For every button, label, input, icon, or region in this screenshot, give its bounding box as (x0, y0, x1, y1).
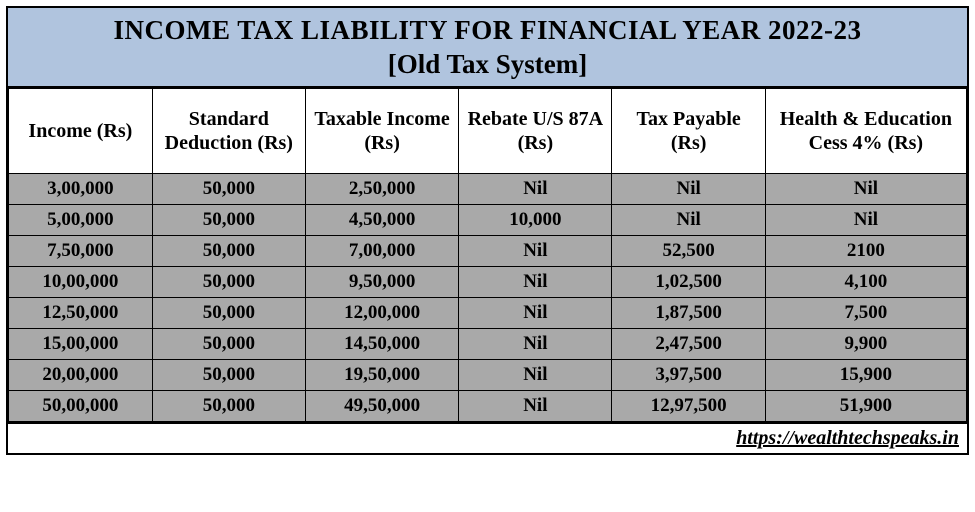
table-cell: 2100 (765, 235, 966, 266)
table-cell: 50,000 (152, 173, 305, 204)
table-cell: 50,000 (152, 266, 305, 297)
table-cell: 52,500 (612, 235, 765, 266)
table-cell: 9,50,000 (305, 266, 458, 297)
table-cell: Nil (459, 235, 612, 266)
table-row: 3,00,00050,0002,50,000NilNilNil (9, 173, 967, 204)
column-header: Health & Education Cess 4% (Rs) (765, 88, 966, 173)
table-cell: 10,000 (459, 204, 612, 235)
table-cell: 1,02,500 (612, 266, 765, 297)
table-cell: 50,000 (152, 390, 305, 421)
table-cell: 50,00,000 (9, 390, 153, 421)
table-cell: 7,500 (765, 297, 966, 328)
table-cell: Nil (459, 266, 612, 297)
tax-table-container: INCOME TAX LIABILITY FOR FINANCIAL YEAR … (6, 6, 969, 455)
table-cell: 15,900 (765, 359, 966, 390)
table-cell: 50,000 (152, 328, 305, 359)
table-body: 3,00,00050,0002,50,000NilNilNil5,00,0005… (9, 173, 967, 421)
table-cell: 4,100 (765, 266, 966, 297)
table-cell: 3,00,000 (9, 173, 153, 204)
table-cell: 5,00,000 (9, 204, 153, 235)
table-cell: 19,50,000 (305, 359, 458, 390)
table-cell: 3,97,500 (612, 359, 765, 390)
table-cell: 4,50,000 (305, 204, 458, 235)
table-row: 7,50,00050,0007,00,000Nil52,5002100 (9, 235, 967, 266)
table-cell: 2,47,500 (612, 328, 765, 359)
table-cell: 1,87,500 (612, 297, 765, 328)
table-row: 12,50,00050,00012,00,000Nil1,87,5007,500 (9, 297, 967, 328)
table-cell: Nil (459, 297, 612, 328)
table-cell: Nil (612, 173, 765, 204)
column-header: Rebate U/S 87A (Rs) (459, 88, 612, 173)
table-cell: Nil (765, 204, 966, 235)
table-cell: 7,00,000 (305, 235, 458, 266)
table-cell: 14,50,000 (305, 328, 458, 359)
table-cell: Nil (459, 359, 612, 390)
table-cell: Nil (459, 390, 612, 421)
column-header: Tax Payable (Rs) (612, 88, 765, 173)
table-cell: Nil (612, 204, 765, 235)
table-cell: 12,97,500 (612, 390, 765, 421)
table-row: 15,00,00050,00014,50,000Nil2,47,5009,900 (9, 328, 967, 359)
table-cell: Nil (459, 173, 612, 204)
column-header: Standard Deduction (Rs) (152, 88, 305, 173)
table-cell: 12,00,000 (305, 297, 458, 328)
title-line-1: INCOME TAX LIABILITY FOR FINANCIAL YEAR … (12, 14, 963, 48)
table-cell: Nil (459, 328, 612, 359)
table-cell: 50,000 (152, 297, 305, 328)
table-cell: 15,00,000 (9, 328, 153, 359)
table-cell: 50,000 (152, 359, 305, 390)
column-header: Income (Rs) (9, 88, 153, 173)
table-cell: 9,900 (765, 328, 966, 359)
table-cell: 7,50,000 (9, 235, 153, 266)
table-row: 20,00,00050,00019,50,000Nil3,97,50015,90… (9, 359, 967, 390)
table-cell: 12,50,000 (9, 297, 153, 328)
table-cell: 50,000 (152, 235, 305, 266)
table-cell: 51,900 (765, 390, 966, 421)
footer-url: https://wealthtechspeaks.in (8, 422, 967, 453)
column-header: Taxable Income (Rs) (305, 88, 458, 173)
tax-table: Income (Rs)Standard Deduction (Rs)Taxabl… (8, 88, 967, 422)
table-cell: 50,000 (152, 204, 305, 235)
table-cell: 49,50,000 (305, 390, 458, 421)
table-cell: 10,00,000 (9, 266, 153, 297)
column-header-row: Income (Rs)Standard Deduction (Rs)Taxabl… (9, 88, 967, 173)
table-title: INCOME TAX LIABILITY FOR FINANCIAL YEAR … (8, 8, 967, 88)
table-cell: Nil (765, 173, 966, 204)
table-row: 5,00,00050,0004,50,00010,000NilNil (9, 204, 967, 235)
table-row: 10,00,00050,0009,50,000Nil1,02,5004,100 (9, 266, 967, 297)
table-row: 50,00,00050,00049,50,000Nil12,97,50051,9… (9, 390, 967, 421)
title-line-2: [Old Tax System] (12, 48, 963, 82)
table-cell: 2,50,000 (305, 173, 458, 204)
table-cell: 20,00,000 (9, 359, 153, 390)
